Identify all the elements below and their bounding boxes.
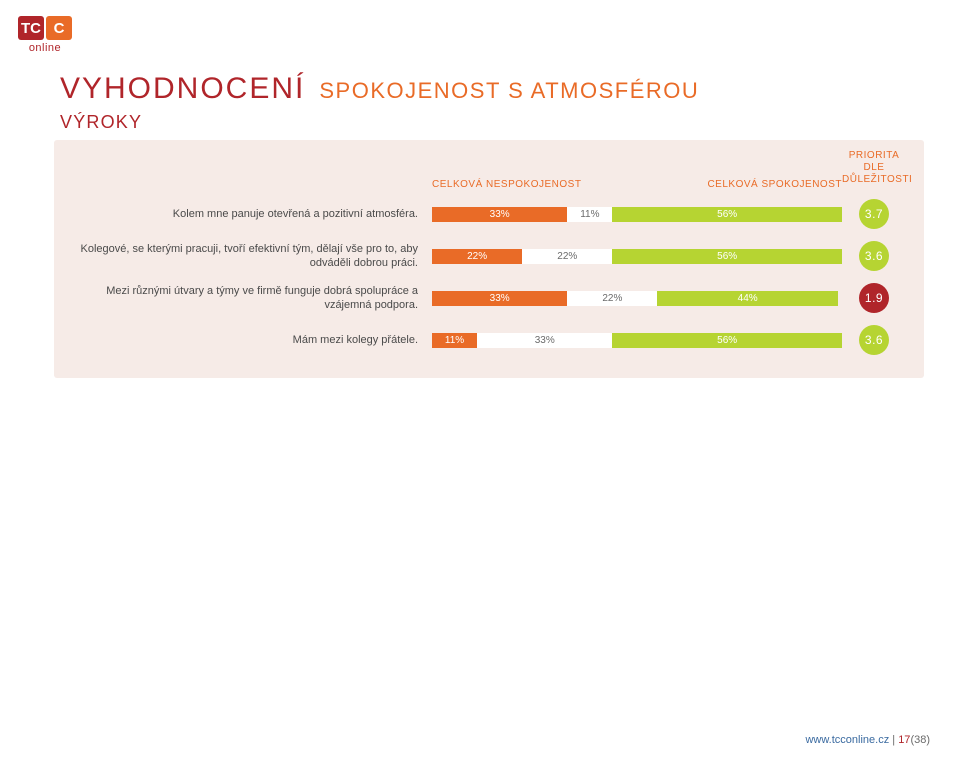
section-title: VÝROKY [60, 112, 142, 133]
bar-segment-negative: 22% [432, 249, 522, 264]
bar-segment-neutral: 33% [477, 333, 612, 348]
axis-label-left: CELKOVÁ NESPOKOJENOST [432, 179, 581, 190]
row-label: Kolem mne panuje otevřená a pozitivní at… [72, 207, 432, 221]
chart-row: Kolegové, se kterými pracuji, tvoří efek… [72, 236, 906, 276]
bar-segment-negative: 33% [432, 207, 567, 222]
logo-box-left: TC [18, 16, 44, 40]
chart-panel: CELKOVÁ NESPOKOJENOST CELKOVÁ SPOKOJENOS… [54, 140, 924, 378]
footer: www.tcconline.cz | 17(38) [805, 734, 930, 746]
row-bar: 22%22%56% [432, 249, 842, 264]
chart-rows: Kolem mne panuje otevřená a pozitivní at… [72, 194, 906, 360]
chart-row: Kolem mne panuje otevřená a pozitivní at… [72, 194, 906, 234]
priority-badge: 1.9 [859, 283, 889, 313]
row-bar: 33%22%44% [432, 291, 842, 306]
page-current: 17 [898, 734, 910, 746]
row-label: Mezi různými útvary a týmy ve firmě fung… [72, 284, 432, 312]
footer-url[interactable]: www.tcconline.cz [805, 734, 889, 746]
priority-badge: 3.6 [859, 241, 889, 271]
logo-box-right: C [46, 16, 72, 40]
page-subtitle: SPOKOJENOST S ATMOSFÉROU [319, 78, 699, 104]
logo-subtext: online [18, 42, 72, 54]
row-label: Mám mezi kolegy přátele. [72, 333, 432, 347]
page-title: VYHODNOCENÍ [60, 72, 305, 106]
priority-header-line1: PRIORITA DLE [842, 150, 906, 174]
bar-segment-neutral: 22% [567, 291, 657, 306]
bar-segment-positive: 44% [657, 291, 837, 306]
page: TC C online VYHODNOCENÍ SPOKOJENOST S AT… [0, 0, 960, 764]
row-label: Kolegové, se kterými pracuji, tvoří efek… [72, 242, 432, 270]
row-bar: 11%33%56% [432, 333, 842, 348]
bar-segment-neutral: 11% [567, 207, 612, 222]
logo-boxes: TC C [18, 16, 72, 40]
bar-segment-negative: 11% [432, 333, 477, 348]
priority-header: PRIORITA DLE DŮLEŽITOSTI [842, 150, 906, 186]
logo: TC C online [18, 16, 72, 54]
bar-segment-positive: 56% [612, 207, 842, 222]
bar-segment-positive: 56% [612, 333, 842, 348]
priority-cell: 3.6 [842, 325, 906, 355]
priority-header-line2: DŮLEŽITOSTI [842, 174, 906, 186]
chart-row: Mezi různými útvary a týmy ve firmě fung… [72, 278, 906, 318]
axis-label-right: CELKOVÁ SPOKOJENOST [707, 179, 842, 190]
priority-cell: 3.7 [842, 199, 906, 229]
page-total: (38) [910, 734, 930, 746]
chart-row: Mám mezi kolegy přátele.11%33%56% 3.6 [72, 320, 906, 360]
bar-segment-positive: 56% [612, 249, 842, 264]
bar-segment-neutral: 22% [522, 249, 612, 264]
priority-badge: 3.7 [859, 199, 889, 229]
priority-cell: 1.9 [842, 283, 906, 313]
row-bar: 33%11%56% [432, 207, 842, 222]
heading: VYHODNOCENÍ SPOKOJENOST S ATMOSFÉROU [60, 72, 699, 106]
priority-cell: 3.6 [842, 241, 906, 271]
bar-segment-negative: 33% [432, 291, 567, 306]
footer-separator: | [889, 734, 898, 746]
priority-badge: 3.6 [859, 325, 889, 355]
chart-header-row: CELKOVÁ NESPOKOJENOST CELKOVÁ SPOKOJENOS… [72, 156, 906, 186]
